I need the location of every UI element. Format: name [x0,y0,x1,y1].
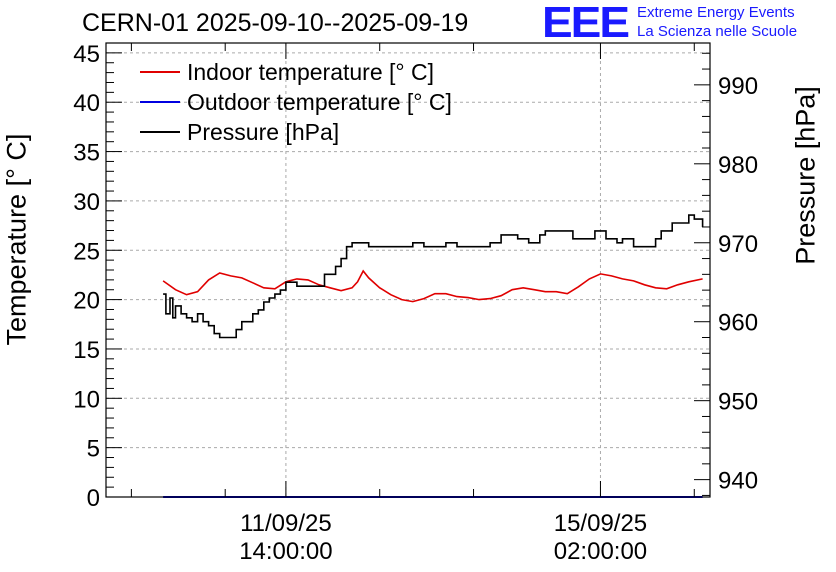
y-tick-label: 30 [73,189,100,216]
series-line-indoor [162,269,703,303]
legend: Indoor temperature [° C] Outdoor temperat… [140,59,452,145]
y-tick-label: 40 [73,90,100,117]
x-tick-label-time: 02:00:00 [554,538,647,565]
legend-label: Pressure [hPa] [187,119,339,145]
y2-tick-label: 950 [718,389,758,416]
x-tick-label-date: 15/09/25 [554,510,647,537]
axis-ticks: 0 5 10 15 20 25 30 35 40 45 940 950 960 970 980 990 11/0… [73,41,758,565]
y-tick-label: 15 [73,337,100,364]
y-tick-label: 5 [87,436,100,463]
y-tick-label: 45 [73,41,100,68]
y-tick-label: 0 [87,485,100,512]
chart-title: CERN-01 2025-09-10--2025-09-19 [82,9,469,37]
y2-tick-label: 990 [718,73,758,100]
legend-label: Outdoor temperature [° C] [187,89,452,115]
y2-tick-label: 960 [718,310,758,337]
y-axis-label-left: Temperature [° C] [1,133,32,346]
y-tick-label: 25 [73,238,100,265]
series-line-pressure [163,214,704,339]
y-tick-label: 20 [73,288,100,315]
x-tick-label-time: 14:00:00 [239,538,332,565]
y-axis-label-right: Pressure [hPa] [790,86,821,265]
grid-lines [106,43,710,497]
x-tick-label-date: 11/09/25 [240,510,332,537]
y2-tick-label: 980 [718,152,758,179]
y2-tick-label: 940 [718,468,758,495]
logo-subtitle-1: Extreme Energy Events [637,4,795,21]
eee-logo: EEE [542,0,630,47]
logo-subtitle-2: La Scienza nelle Scuole [637,23,798,40]
y2-tick-label: 970 [718,231,758,258]
y-tick-label: 35 [73,140,100,167]
y-tick-label: 10 [73,386,100,413]
legend-label: Indoor temperature [° C] [187,59,434,85]
series-layer [162,214,704,498]
